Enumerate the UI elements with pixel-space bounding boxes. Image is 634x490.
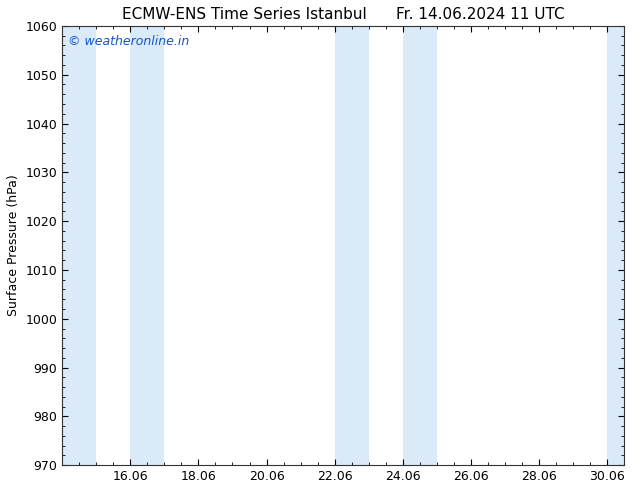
Y-axis label: Surface Pressure (hPa): Surface Pressure (hPa) — [7, 174, 20, 317]
Bar — [403, 26, 437, 465]
Title: ECMW-ENS Time Series Istanbul      Fr. 14.06.2024 11 UTC: ECMW-ENS Time Series Istanbul Fr. 14.06.… — [122, 7, 564, 22]
Bar — [607, 26, 624, 465]
Bar — [62, 26, 96, 465]
Bar — [131, 26, 164, 465]
Text: © weatheronline.in: © weatheronline.in — [68, 35, 189, 48]
Bar — [335, 26, 369, 465]
